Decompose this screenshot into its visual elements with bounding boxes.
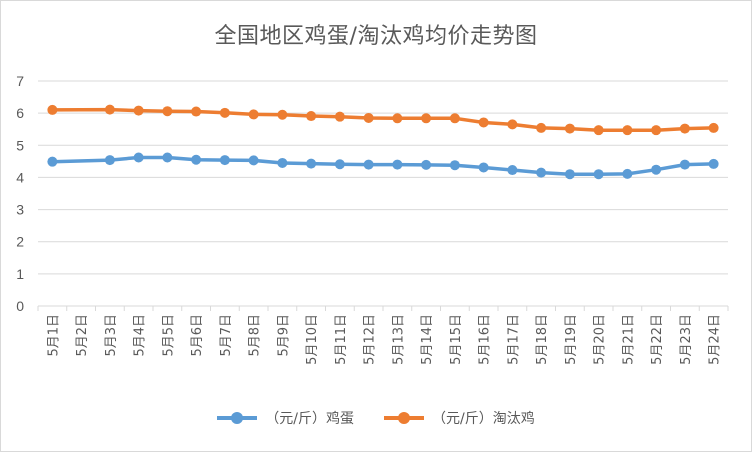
x-tick-label: 5月1日 [46, 314, 61, 357]
data-point-0 [277, 157, 288, 168]
y-tick-label: 5 [16, 137, 24, 153]
data-point-0 [306, 158, 317, 169]
data-point-1 [507, 119, 518, 130]
x-tick-label: 5月5日 [161, 314, 176, 357]
x-tick-label: 5月19日 [564, 314, 579, 365]
data-point-0 [392, 159, 403, 170]
data-point-0 [334, 159, 345, 170]
data-point-0 [47, 156, 58, 167]
x-tick-label: 5月4日 [133, 314, 148, 357]
x-tick-label: 5月10日 [305, 314, 320, 365]
data-point-1 [564, 123, 575, 134]
x-tick-label: 5月22日 [650, 314, 665, 365]
data-point-1 [162, 106, 173, 117]
data-point-0 [651, 164, 662, 175]
x-tick-label: 5月2日 [75, 314, 90, 357]
data-point-0 [564, 169, 575, 180]
x-tick-label: 5月23日 [679, 314, 694, 365]
x-tick-label: 5月12日 [363, 314, 378, 365]
x-tick-label: 5月18日 [535, 314, 550, 365]
x-tick-label: 5月24日 [708, 314, 723, 365]
y-tick-label: 0 [16, 298, 24, 314]
data-point-0 [622, 168, 633, 179]
data-point-1 [449, 113, 460, 124]
legend-item-hen: （元/斤）淘汰鸡 [384, 408, 535, 428]
data-point-0 [507, 165, 518, 176]
x-tick-label: 5月15日 [449, 314, 464, 365]
data-point-0 [248, 155, 259, 166]
data-point-1 [334, 111, 345, 122]
legend-label-egg: （元/斤）鸡蛋 [265, 411, 354, 427]
data-point-0 [191, 154, 202, 165]
x-tick-label: 5月3日 [104, 314, 119, 357]
chart-legend: （元/斤）鸡蛋 （元/斤）淘汰鸡 [0, 408, 752, 428]
data-point-1 [421, 113, 432, 124]
x-tick-label: 5月14日 [420, 314, 435, 365]
x-tick-label: 5月8日 [248, 314, 263, 357]
legend-label-hen: （元/斤）淘汰鸡 [432, 411, 535, 427]
data-point-1 [277, 109, 288, 120]
legend-item-egg: （元/斤）鸡蛋 [217, 408, 354, 428]
data-point-0 [593, 169, 604, 180]
x-tick-label: 5月17日 [506, 314, 521, 365]
data-point-1 [47, 104, 58, 115]
y-tick-label: 1 [16, 266, 24, 282]
data-point-1 [708, 122, 719, 133]
x-tick-label: 5月6日 [190, 314, 205, 357]
data-point-1 [651, 125, 662, 136]
data-point-0 [219, 155, 230, 166]
x-tick-label: 5月13日 [391, 314, 406, 365]
y-tick-label: 6 [16, 105, 24, 121]
x-tick-label: 5月21日 [621, 314, 636, 365]
data-point-0 [363, 159, 374, 170]
data-point-1 [191, 106, 202, 117]
data-point-1 [248, 109, 259, 120]
data-point-0 [478, 162, 489, 173]
data-point-0 [104, 155, 115, 166]
data-point-1 [363, 112, 374, 123]
data-point-0 [421, 159, 432, 170]
data-point-1 [104, 104, 115, 115]
data-point-0 [679, 159, 690, 170]
data-point-1 [392, 113, 403, 124]
y-tick-label: 7 [16, 73, 24, 89]
x-tick-label: 5月16日 [478, 314, 493, 365]
data-point-1 [219, 107, 230, 118]
data-point-0 [133, 152, 144, 163]
chart-title: 全国地区鸡蛋/淘汰鸡均价走势图 [214, 24, 538, 49]
legend-swatch-egg [217, 411, 258, 425]
data-point-1 [133, 105, 144, 116]
data-point-1 [536, 122, 547, 133]
series-line-0 [50, 155, 716, 176]
y-tick-label: 2 [16, 234, 24, 250]
data-point-0 [708, 158, 719, 169]
data-point-0 [162, 152, 173, 163]
x-tick-label: 5月11日 [334, 314, 349, 365]
legend-swatch-hen [384, 411, 424, 425]
data-point-0 [449, 160, 460, 171]
data-point-1 [306, 111, 317, 122]
x-tick-label: 5月7日 [219, 314, 234, 357]
data-point-1 [679, 123, 690, 134]
x-tick-label: 5月20日 [593, 314, 608, 365]
y-tick-label: 4 [16, 169, 24, 185]
data-point-0 [536, 167, 547, 178]
x-tick-label: 5月9日 [276, 314, 291, 357]
y-tick-label: 3 [16, 202, 24, 218]
data-point-1 [593, 125, 604, 136]
data-point-1 [622, 125, 633, 136]
data-point-1 [478, 117, 489, 128]
